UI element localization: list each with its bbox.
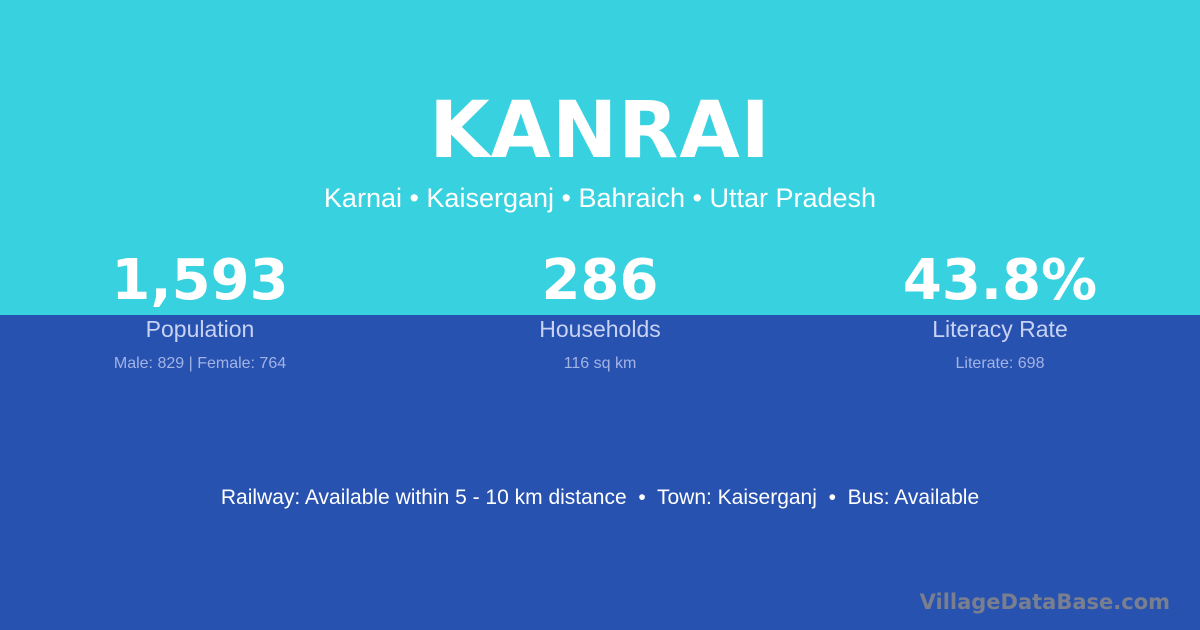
header-band xyxy=(0,0,1200,315)
content-band xyxy=(0,315,1200,630)
stat-detail: Male: 829 | Female: 764 xyxy=(113,355,287,372)
stat-detail: 116 sq km xyxy=(563,355,637,372)
site-watermark: VillageDataBase.com xyxy=(919,590,1170,614)
stat-value: 43.8% xyxy=(902,248,1098,313)
stat-value: 286 xyxy=(541,248,659,313)
location-breadcrumb: Karnai • Kaiserganj • Bahraich • Uttar P… xyxy=(323,183,877,213)
stat-label: Literacy Rate xyxy=(932,316,1068,342)
stat-detail: Literate: 698 xyxy=(955,355,1045,372)
village-title: KANRAI xyxy=(429,86,771,176)
stat-label: Households xyxy=(539,316,661,342)
stat-value: 1,593 xyxy=(111,248,289,313)
stat-label: Population xyxy=(145,316,255,342)
transport-info: Railway: Available within 5 - 10 km dist… xyxy=(220,486,980,509)
